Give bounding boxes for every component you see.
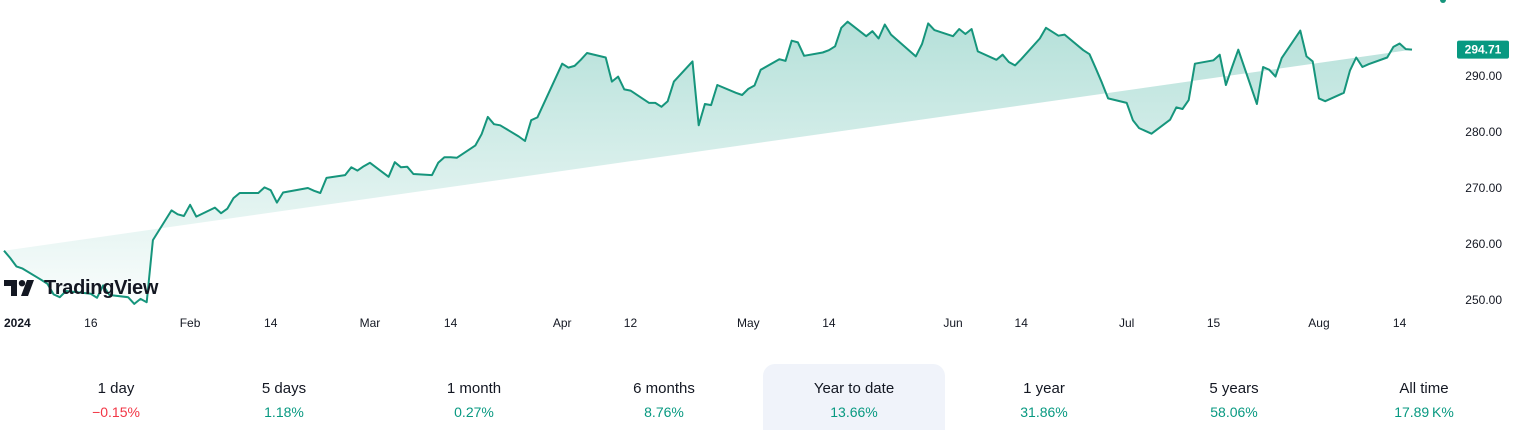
period-5-years[interactable]: 5 years 58.06% bbox=[1143, 364, 1325, 430]
x-tick-label: May bbox=[737, 316, 760, 330]
last-price-dot bbox=[1440, 0, 1446, 3]
period-change: 8.76% bbox=[644, 404, 684, 420]
period-label: 5 years bbox=[1209, 380, 1259, 397]
x-tick-label: Feb bbox=[180, 316, 201, 330]
x-tick-label: 12 bbox=[624, 316, 638, 330]
period-label: 1 month bbox=[446, 380, 502, 397]
y-tick-label: 250.00 bbox=[1465, 293, 1502, 307]
performance-periods: 1 day −0.15% 5 days 1.18% 1 month 0.27% … bbox=[0, 364, 1520, 430]
last-price-tag: 294.71 bbox=[1457, 40, 1509, 59]
tradingview-logo-icon bbox=[4, 280, 34, 296]
last-price-value: 294.71 bbox=[1465, 43, 1502, 57]
x-tick-label: 14 bbox=[1393, 316, 1407, 330]
price-area-fill bbox=[4, 21, 1412, 304]
x-tick-label: Jun bbox=[943, 316, 962, 330]
tradingview-logo-text: TradingView bbox=[44, 276, 159, 299]
x-tick-label: Mar bbox=[360, 316, 381, 330]
line-layer bbox=[3, 0, 1446, 305]
period-1-month[interactable]: 1 month 0.27% bbox=[383, 364, 565, 430]
period-1-year[interactable]: 1 year 31.86% bbox=[953, 364, 1135, 430]
tradingview-logo[interactable]: TradingView bbox=[4, 276, 158, 300]
y-tick-label: 280.00 bbox=[1465, 125, 1502, 139]
x-tick-label: Aug bbox=[1308, 316, 1329, 330]
period-label: 5 days bbox=[261, 380, 307, 397]
x-tick-label: 14 bbox=[444, 316, 458, 330]
area-layer bbox=[4, 21, 1412, 304]
x-tick-label: 14 bbox=[822, 316, 836, 330]
period-change: 13.66% bbox=[830, 404, 878, 420]
period-change: 0.27% bbox=[454, 404, 494, 420]
x-tick-label: 2024 bbox=[4, 316, 31, 330]
period-all-time[interactable]: All time 17.89 K% bbox=[1333, 364, 1515, 430]
price-line bbox=[3, 20, 1413, 305]
last-price-tag-bg bbox=[1457, 40, 1509, 59]
period-label: 6 months bbox=[633, 380, 695, 397]
chart-svg[interactable]: 250.00 260.00 270.00 280.00 290.00 2024 16 Feb… bbox=[0, 0, 1520, 340]
x-tick-label: 16 bbox=[84, 316, 98, 330]
period-1-day[interactable]: 1 day −0.15% bbox=[25, 364, 207, 430]
period-label: 1 day bbox=[97, 380, 135, 397]
x-tick-label: Apr bbox=[553, 316, 572, 330]
x-tick-label: 14 bbox=[1015, 316, 1029, 330]
y-tick-label: 270.00 bbox=[1465, 181, 1502, 195]
y-tick-label: 260.00 bbox=[1465, 237, 1502, 251]
period-change: 58.06% bbox=[1210, 404, 1258, 420]
period-change: 17.89 K% bbox=[1394, 404, 1454, 420]
x-tick-label: Jul bbox=[1119, 316, 1134, 330]
period-change: 1.18% bbox=[264, 404, 304, 420]
period-label: 1 year bbox=[1023, 380, 1065, 397]
period-change: 31.86% bbox=[1020, 404, 1068, 420]
period-year-to-date[interactable]: Year to date 13.66% bbox=[763, 364, 945, 430]
y-tick-label: 290.00 bbox=[1465, 69, 1502, 83]
x-tick-label: 15 bbox=[1207, 316, 1221, 330]
price-chart[interactable]: 250.00 260.00 270.00 280.00 290.00 2024 16 Feb… bbox=[0, 0, 1520, 340]
period-change: −0.15% bbox=[92, 404, 140, 420]
y-axis: 250.00 260.00 270.00 280.00 290.00 bbox=[1465, 69, 1502, 307]
period-5-days[interactable]: 5 days 1.18% bbox=[193, 364, 375, 430]
period-label: All time bbox=[1399, 380, 1449, 397]
period-6-months[interactable]: 6 months 8.76% bbox=[573, 364, 755, 430]
x-axis: 2024 16 Feb 14 Mar 14 Apr 12 May 14 Jun 14 Jul 15 Aug 1… bbox=[4, 316, 1407, 330]
period-label: Year to date bbox=[813, 380, 895, 397]
x-tick-label: 14 bbox=[264, 316, 278, 330]
